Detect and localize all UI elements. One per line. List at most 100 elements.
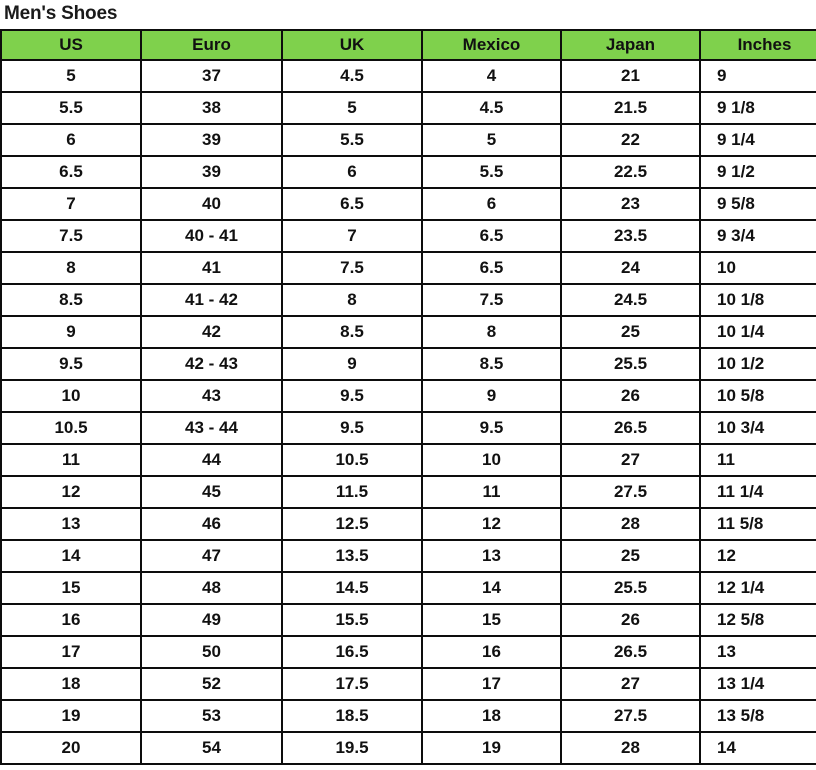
table-row: 14 47 13.5 13 25 12 — [0, 539, 816, 573]
cell-japan: 22.5 — [560, 155, 701, 189]
cell-mexico: 12 — [421, 507, 562, 541]
cell-mexico: 17 — [421, 667, 562, 701]
cell-uk: 11.5 — [281, 475, 423, 509]
cell-inches: 11 — [699, 443, 816, 477]
cell-uk: 15.5 — [281, 603, 423, 637]
cell-uk: 10.5 — [281, 443, 423, 477]
cell-euro: 41 - 42 — [140, 283, 283, 317]
cell-us: 11 — [0, 443, 142, 477]
cell-inches: 9 1/2 — [699, 155, 816, 189]
page-title: Men's Shoes — [4, 3, 118, 24]
cell-uk: 8.5 — [281, 315, 423, 349]
cell-euro: 40 - 41 — [140, 219, 283, 253]
cell-euro: 47 — [140, 539, 283, 573]
cell-uk: 13.5 — [281, 539, 423, 573]
shoe-size-table: US Euro UK Mexico Japan Inches 5 37 4.5 4 21 9 5.5 3… — [0, 29, 816, 765]
cell-inches: 9 1/4 — [699, 123, 816, 157]
table-row: 13 46 12.5 12 28 11 5/8 — [0, 507, 816, 541]
cell-japan: 28 — [560, 507, 701, 541]
table-body: 5 37 4.5 4 21 9 5.5 38 5 4.5 21.5 9 1/8 6 39 5.5 5 22 9 1… — [0, 59, 816, 765]
column-header-japan[interactable]: Japan — [560, 29, 701, 61]
cell-mexico: 18 — [421, 699, 562, 733]
cell-euro: 53 — [140, 699, 283, 733]
cell-us: 5 — [0, 59, 142, 93]
cell-mexico: 5 — [421, 123, 562, 157]
table-header: US Euro UK Mexico Japan Inches — [0, 29, 816, 61]
cell-japan: 23.5 — [560, 219, 701, 253]
cell-us: 6 — [0, 123, 142, 157]
cell-mexico: 6.5 — [421, 219, 562, 253]
cell-japan: 27 — [560, 667, 701, 701]
cell-uk: 17.5 — [281, 667, 423, 701]
cell-inches: 10 3/4 — [699, 411, 816, 445]
cell-us: 12 — [0, 475, 142, 509]
cell-us: 8.5 — [0, 283, 142, 317]
cell-mexico: 7.5 — [421, 283, 562, 317]
cell-inches: 11 1/4 — [699, 475, 816, 509]
cell-inches: 12 — [699, 539, 816, 573]
cell-euro: 48 — [140, 571, 283, 605]
table-row: 7 40 6.5 6 23 9 5/8 — [0, 187, 816, 221]
cell-mexico: 11 — [421, 475, 562, 509]
cell-japan: 27 — [560, 443, 701, 477]
column-header-uk[interactable]: UK — [281, 29, 423, 61]
cell-us: 7 — [0, 187, 142, 221]
cell-uk: 6 — [281, 155, 423, 189]
cell-uk: 9.5 — [281, 411, 423, 445]
cell-us: 10.5 — [0, 411, 142, 445]
cell-euro: 49 — [140, 603, 283, 637]
cell-us: 18 — [0, 667, 142, 701]
cell-mexico: 4.5 — [421, 91, 562, 125]
cell-japan: 27.5 — [560, 699, 701, 733]
cell-uk: 5 — [281, 91, 423, 125]
cell-japan: 22 — [560, 123, 701, 157]
cell-uk: 6.5 — [281, 187, 423, 221]
cell-us: 15 — [0, 571, 142, 605]
column-header-mexico[interactable]: Mexico — [421, 29, 562, 61]
cell-us: 20 — [0, 731, 142, 765]
cell-japan: 27.5 — [560, 475, 701, 509]
table-row: 10.5 43 - 44 9.5 9.5 26.5 10 3/4 — [0, 411, 816, 445]
cell-inches: 11 5/8 — [699, 507, 816, 541]
cell-euro: 54 — [140, 731, 283, 765]
cell-mexico: 9.5 — [421, 411, 562, 445]
cell-us: 9.5 — [0, 347, 142, 381]
table-row: 7.5 40 - 41 7 6.5 23.5 9 3/4 — [0, 219, 816, 253]
table-row: 19 53 18.5 18 27.5 13 5/8 — [0, 699, 816, 733]
column-header-us[interactable]: US — [0, 29, 142, 61]
cell-japan: 26 — [560, 379, 701, 413]
cell-japan: 25 — [560, 539, 701, 573]
cell-inches: 14 — [699, 731, 816, 765]
cell-uk: 18.5 — [281, 699, 423, 733]
cell-uk: 12.5 — [281, 507, 423, 541]
cell-inches: 13 1/4 — [699, 667, 816, 701]
cell-uk: 19.5 — [281, 731, 423, 765]
cell-euro: 40 — [140, 187, 283, 221]
cell-japan: 26.5 — [560, 635, 701, 669]
cell-mexico: 14 — [421, 571, 562, 605]
cell-uk: 8 — [281, 283, 423, 317]
cell-uk: 9.5 — [281, 379, 423, 413]
cell-euro: 37 — [140, 59, 283, 93]
cell-euro: 50 — [140, 635, 283, 669]
cell-inches: 9 — [699, 59, 816, 93]
column-header-euro[interactable]: Euro — [140, 29, 283, 61]
cell-euro: 42 — [140, 315, 283, 349]
cell-japan: 24.5 — [560, 283, 701, 317]
cell-japan: 26.5 — [560, 411, 701, 445]
cell-inches: 9 1/8 — [699, 91, 816, 125]
cell-mexico: 13 — [421, 539, 562, 573]
cell-us: 19 — [0, 699, 142, 733]
column-header-inches[interactable]: Inches — [699, 29, 816, 61]
cell-japan: 23 — [560, 187, 701, 221]
table-row: 18 52 17.5 17 27 13 1/4 — [0, 667, 816, 701]
cell-mexico: 4 — [421, 59, 562, 93]
cell-inches: 10 5/8 — [699, 379, 816, 413]
cell-euro: 39 — [140, 123, 283, 157]
table-row: 5.5 38 5 4.5 21.5 9 1/8 — [0, 91, 816, 125]
cell-us: 13 — [0, 507, 142, 541]
cell-japan: 21 — [560, 59, 701, 93]
cell-mexico: 16 — [421, 635, 562, 669]
cell-uk: 5.5 — [281, 123, 423, 157]
